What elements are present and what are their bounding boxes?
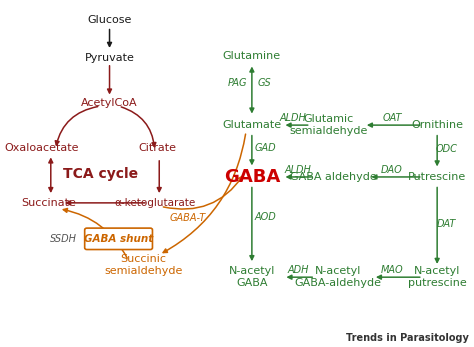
Text: MAO: MAO bbox=[381, 265, 403, 275]
Text: TCA cycle: TCA cycle bbox=[63, 167, 138, 180]
Text: Oxaloacetate: Oxaloacetate bbox=[4, 143, 79, 153]
Text: Glutamic
semialdehyde: Glutamic semialdehyde bbox=[290, 114, 368, 136]
Text: Glucose: Glucose bbox=[87, 15, 132, 25]
Text: ODC: ODC bbox=[435, 144, 457, 154]
Text: OAT: OAT bbox=[382, 113, 402, 123]
Text: α-ketoglutarate: α-ketoglutarate bbox=[114, 198, 195, 208]
Text: AcetylCoA: AcetylCoA bbox=[81, 98, 138, 108]
Text: ALDH: ALDH bbox=[284, 165, 311, 175]
Text: Putrescine: Putrescine bbox=[408, 172, 466, 182]
FancyBboxPatch shape bbox=[85, 228, 153, 249]
Text: N-acetyl
putrescine: N-acetyl putrescine bbox=[408, 266, 466, 288]
Text: N-acetyl
GABA: N-acetyl GABA bbox=[228, 266, 275, 288]
Text: Glutamate: Glutamate bbox=[222, 120, 282, 130]
Text: Trends in Parasitology: Trends in Parasitology bbox=[346, 333, 469, 343]
Text: Ornithine: Ornithine bbox=[411, 120, 463, 130]
Text: N-acetyl
GABA-aldehyde: N-acetyl GABA-aldehyde bbox=[294, 266, 381, 288]
Text: GS: GS bbox=[258, 78, 272, 87]
Text: Succinate: Succinate bbox=[21, 198, 76, 208]
Text: PAG: PAG bbox=[228, 78, 247, 87]
Text: ADH: ADH bbox=[287, 265, 309, 275]
Text: Glutamine: Glutamine bbox=[223, 51, 281, 61]
Text: Citrate: Citrate bbox=[138, 143, 176, 153]
Text: ALDH: ALDH bbox=[279, 113, 306, 123]
Text: DAO: DAO bbox=[381, 165, 403, 175]
Text: GABA aldehyde: GABA aldehyde bbox=[290, 172, 377, 182]
Text: Pyruvate: Pyruvate bbox=[84, 53, 135, 63]
Text: GABA shunt: GABA shunt bbox=[84, 234, 153, 244]
Text: SSDH: SSDH bbox=[49, 234, 76, 244]
Text: AOD: AOD bbox=[255, 212, 276, 222]
Text: Succinic
semialdehyde: Succinic semialdehyde bbox=[104, 254, 182, 276]
Text: GABA: GABA bbox=[224, 168, 280, 186]
Text: GABA-T: GABA-T bbox=[170, 213, 206, 223]
Text: DAT: DAT bbox=[437, 219, 456, 229]
Text: GAD: GAD bbox=[255, 143, 276, 153]
